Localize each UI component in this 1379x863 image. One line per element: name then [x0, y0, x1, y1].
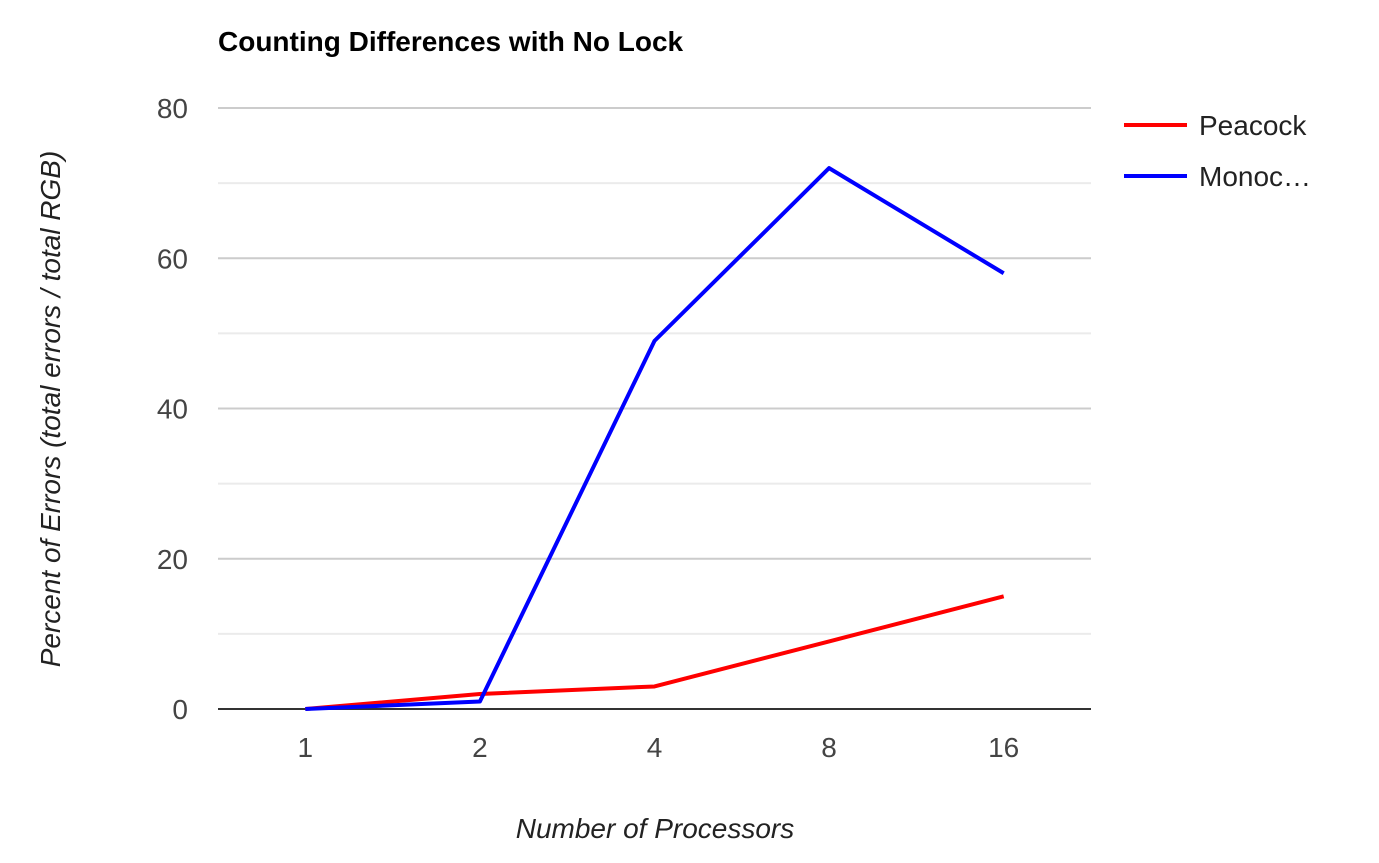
y-axis-title: Percent of Errors (total errors / total …	[35, 151, 66, 668]
series-lines	[305, 166, 1005, 711]
x-tick-label: 16	[988, 732, 1019, 763]
x-axis-title: Number of Processors	[516, 813, 795, 844]
legend-label: Peacock	[1199, 110, 1307, 141]
x-axis-ticks: 1 2 4 8 16	[298, 732, 1020, 763]
chart-title: Counting Differences with No Lock	[218, 26, 684, 57]
y-tick-label: 40	[157, 394, 188, 425]
y-tick-label: 20	[157, 544, 188, 575]
y-tick-label: 0	[172, 694, 188, 725]
x-tick-label: 2	[472, 732, 488, 763]
x-tick-label: 1	[298, 732, 314, 763]
y-tick-label: 60	[157, 243, 188, 274]
legend-label: Monoc…	[1199, 161, 1311, 192]
gridlines	[218, 107, 1091, 635]
series-line-monoc	[305, 166, 1005, 711]
y-tick-label: 80	[157, 93, 188, 124]
y-axis-ticks: 0 20 40 60 80	[157, 93, 188, 725]
x-tick-label: 8	[821, 732, 837, 763]
series-line-peacock	[305, 594, 1005, 711]
x-tick-label: 4	[647, 732, 663, 763]
legend: Peacock Monoc…	[1124, 110, 1311, 192]
